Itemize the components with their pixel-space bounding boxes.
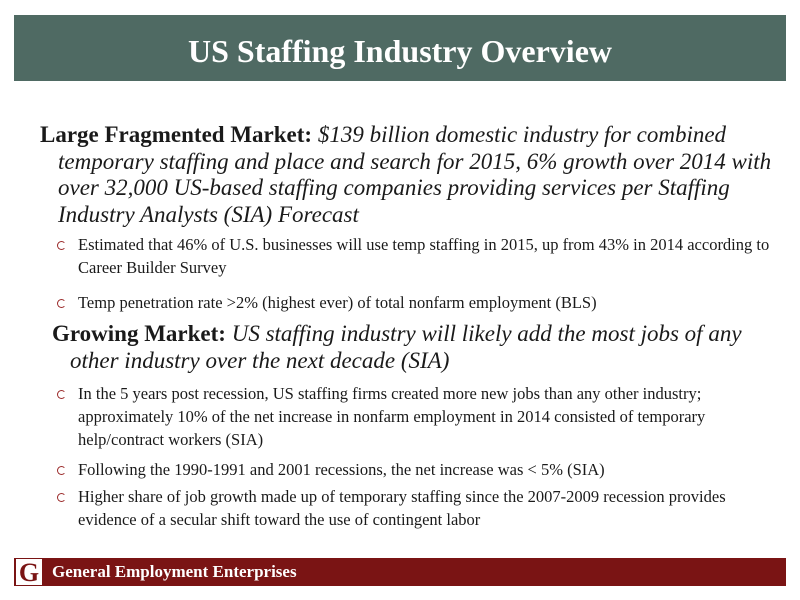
header-bar: US Staffing Industry Overview	[14, 15, 786, 81]
section-heading: Growing Market:	[52, 321, 226, 346]
section-text: US staffing industry will likely add the…	[70, 321, 742, 373]
section-text: $139 billion domestic industry for combi…	[58, 122, 772, 227]
bullet: Higher share of job growth made up of te…	[57, 485, 778, 531]
bullet: Following the 1990-1991 and 2001 recessi…	[57, 458, 778, 481]
footer-bar: G General Employment Enterprises	[14, 558, 786, 586]
title: US Staffing Industry Overview	[187, 33, 612, 69]
section: Growing Market: US staffing industry wil…	[52, 321, 790, 374]
section-heading: Large Fragmented Market:	[40, 122, 313, 147]
logo: G	[16, 559, 42, 586]
company-name: General Employment Enterprises	[52, 562, 297, 581]
bullet: Estimated that 46% of U.S. businesses wi…	[57, 233, 778, 279]
bullet: Temp penetration rate >2% (highest ever)…	[57, 291, 778, 314]
section: Large Fragmented Market: $139 billion do…	[40, 122, 788, 228]
bullet: In the 5 years post recession, US staffi…	[57, 382, 778, 451]
